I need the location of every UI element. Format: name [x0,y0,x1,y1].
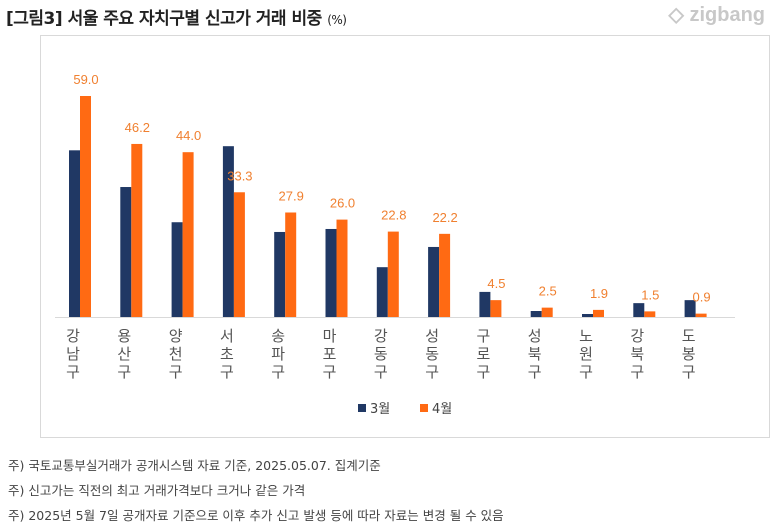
category-label: 구 [476,363,490,381]
bar-march [530,311,542,317]
category-label: 강 [374,327,388,345]
category-label: 마 [323,327,337,345]
category-label: 서 [220,327,234,345]
bar-march [69,150,80,317]
category-label: 구 [579,363,593,381]
category-label: 구 [220,363,234,381]
footnote-3: 주) 2025년 5월 7일 공개자료 기준으로 이후 추가 신고 발생 등에 … [8,508,504,523]
category-label: 파 [271,345,285,363]
category-label: 구 [425,363,439,381]
data-label: 22.8 [381,208,406,223]
zigbang-logo: ◇ zigbang [668,4,765,26]
bar-april [285,212,297,317]
legend-swatch [358,404,366,412]
data-label: 46.2 [125,120,150,135]
chart-title: [그림3] 서울 주요 자치구별 신고가 거래 비중 (%) [6,4,347,29]
legend-label: 4월 [432,402,452,417]
bar-march [684,300,696,317]
data-label: 0.9 [693,290,711,305]
title-unit: (%) [327,13,347,27]
data-label: 1.5 [641,287,659,302]
category-label: 성 [425,327,439,345]
category-label: 북 [528,345,542,363]
data-label: 2.5 [539,284,557,299]
bar-april [695,313,707,317]
bar-april [593,309,604,317]
category-label: 송 [271,327,285,345]
category-label: 봉 [682,345,696,363]
bar-march [376,267,388,317]
data-label: 22.2 [432,210,457,225]
footnote-1: 주) 국토교통부실거래가 공개시스템 자료 기준, 2025.05.07. 집계… [8,458,381,473]
category-label: 구 [66,363,80,381]
category-label: 구 [374,363,388,381]
legend-label: 3월 [370,402,390,417]
bar-april [233,192,245,317]
bar-march [633,303,645,317]
category-label: 양 [169,327,183,345]
category-label: 동 [425,345,439,363]
title-text: [그림3] 서울 주요 자치구별 신고가 거래 비중 [6,9,322,29]
category-label: 강 [630,327,644,345]
data-label: 4.5 [487,276,505,291]
category-label: 초 [220,345,234,363]
bar-march [120,187,132,317]
category-label: 구 [323,363,337,381]
bar-april [439,233,451,317]
bar-april [541,307,553,317]
category-label: 구 [528,363,542,381]
category-label: 구 [169,363,183,381]
data-label: 27.9 [279,188,304,203]
category-label: 로 [476,345,490,363]
category-label: 노 [579,327,593,345]
category-label: 구 [476,327,490,345]
bar-april [80,96,91,317]
category-label: 구 [682,363,696,381]
category-label: 도 [682,327,696,345]
category-label: 구 [630,363,644,381]
bar-march [171,222,183,317]
bar-march [222,146,234,317]
bar-chart: 59.0강남구46.2용산구44.0양천구33.3서초구27.9송파구26.0마… [55,72,735,417]
bar-march [274,231,286,317]
bar-april [182,152,194,317]
category-label: 천 [169,345,183,363]
category-label: 원 [579,345,593,363]
category-label: 남 [66,345,80,363]
bar-april [336,219,348,317]
bar-march [479,291,491,317]
bar-april [387,231,399,317]
category-label: 북 [630,345,644,363]
bar-march [582,314,593,317]
category-label: 성 [528,327,542,345]
category-label: 용 [117,327,131,345]
bar-april [131,143,143,317]
category-label: 구 [271,363,285,381]
category-label: 동 [374,345,388,363]
data-label: 33.3 [227,168,252,183]
logo-text: zigbang [689,4,765,26]
category-label: 포 [323,345,337,363]
bar-march [325,228,337,317]
data-label: 44.0 [176,128,201,143]
footnote-2: 주) 신고가는 직전의 최고 거래가격보다 크거나 같은 가격 [8,483,306,498]
bar-april [644,311,656,317]
legend-swatch [420,404,428,412]
chart-frame [40,35,770,438]
data-label: 1.9 [590,286,608,301]
category-label: 강 [66,327,80,345]
data-label: 26.0 [330,196,355,211]
category-label: 산 [117,345,131,363]
bar-april [490,300,502,317]
data-label: 59.0 [73,72,98,87]
category-label: 구 [117,363,131,381]
bar-march [428,246,440,317]
